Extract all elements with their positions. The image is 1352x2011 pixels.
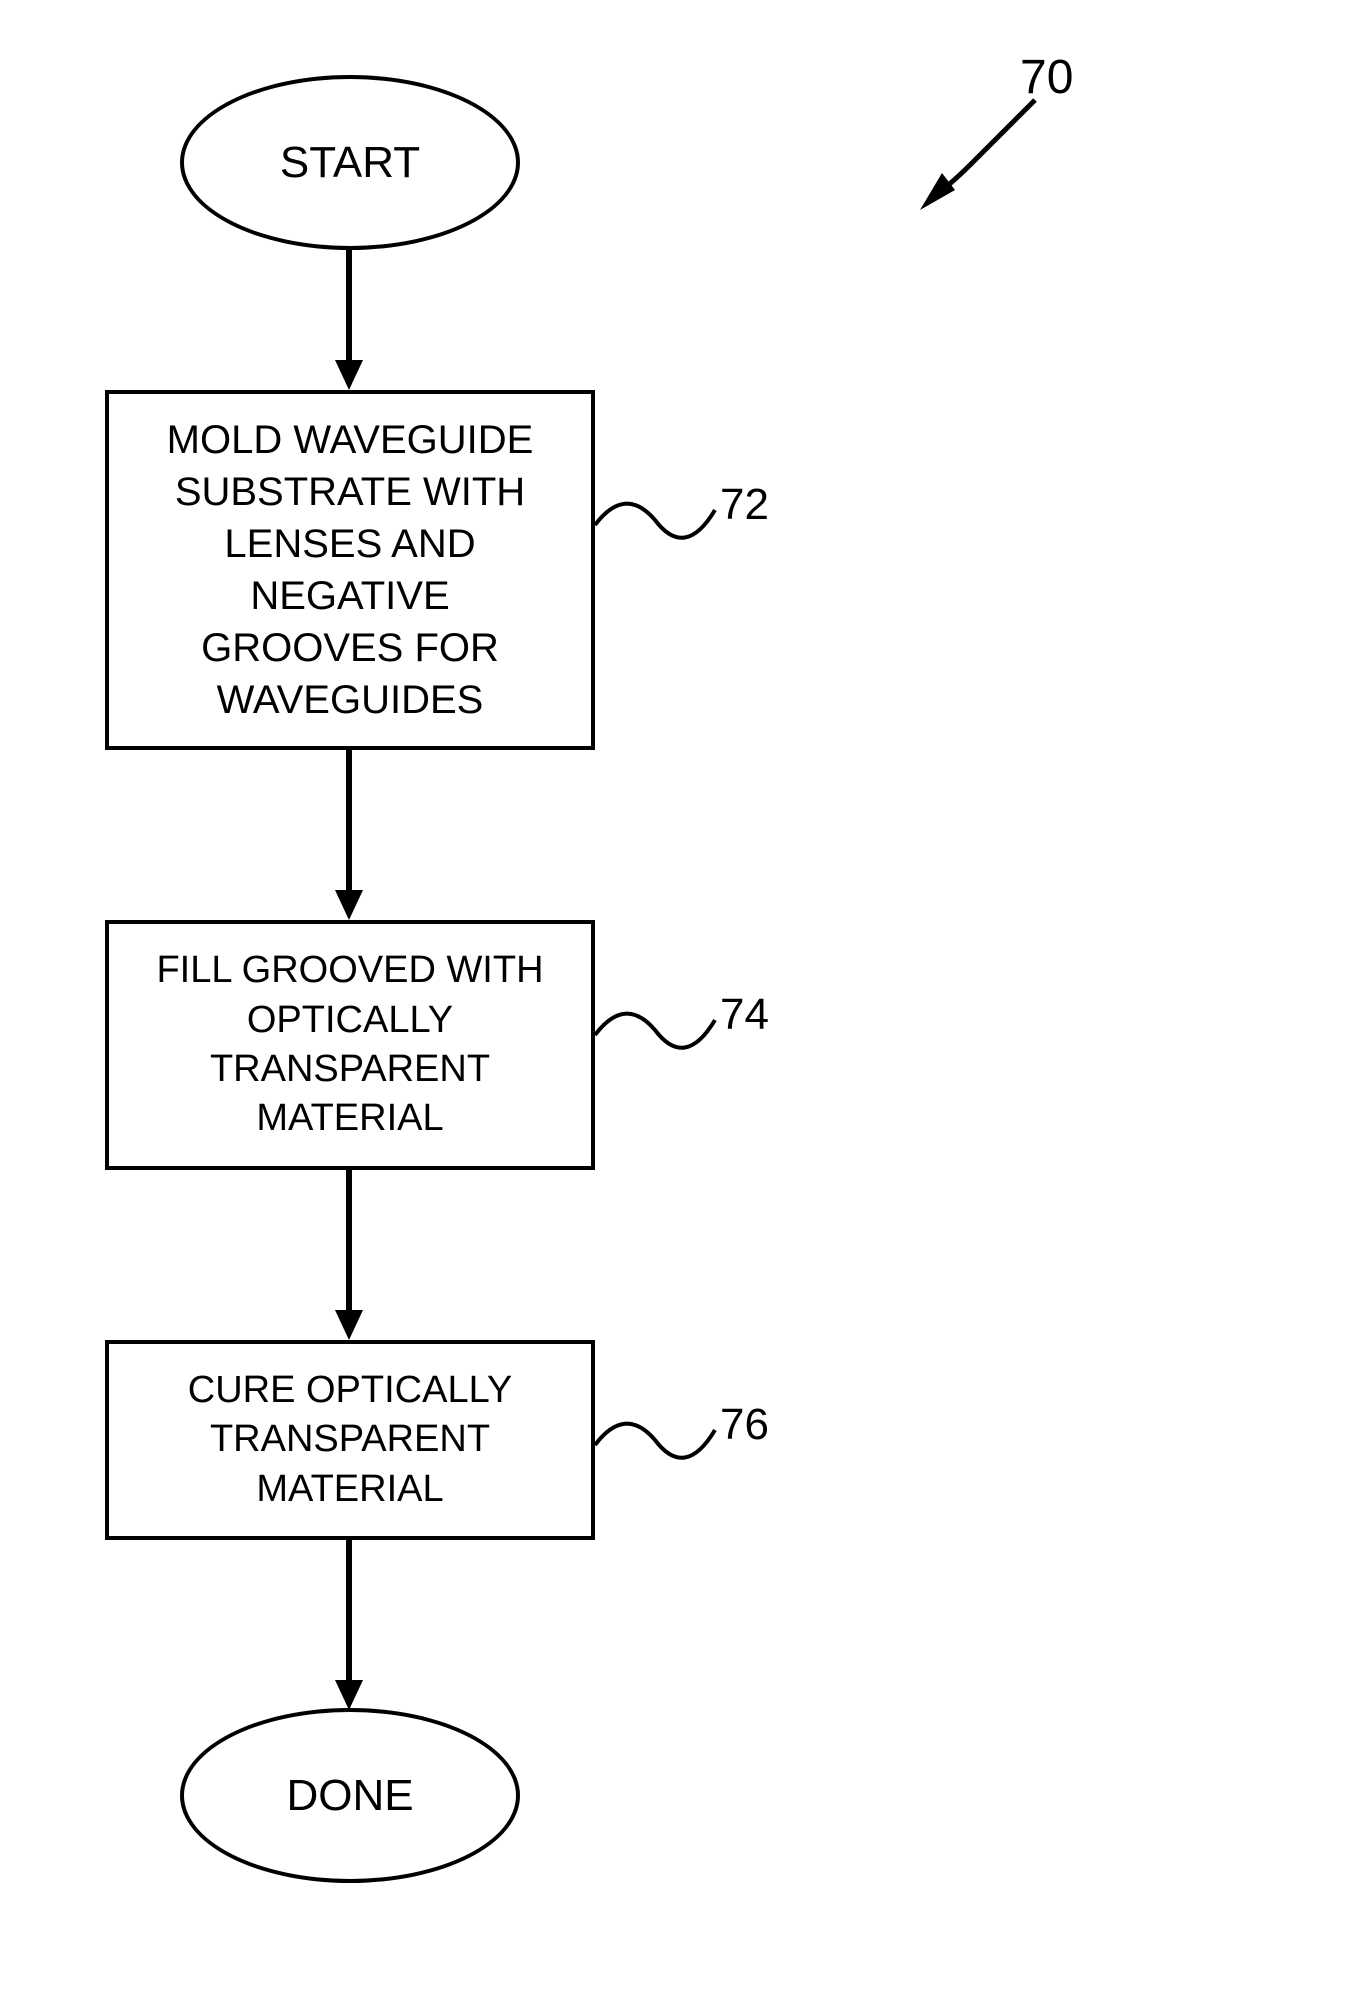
done-node: DONE: [180, 1708, 520, 1883]
ref-connector-76: [595, 1410, 725, 1480]
ref-72: 72: [720, 480, 769, 530]
edge-3-head: [335, 1680, 363, 1710]
edge-1: [346, 750, 352, 895]
ref-70: 70: [1020, 50, 1073, 105]
edge-3: [346, 1540, 352, 1685]
ref-76: 76: [720, 1400, 769, 1450]
edge-2: [346, 1170, 352, 1315]
start-label: START: [280, 134, 420, 191]
ref-connector-70: [920, 95, 1050, 225]
step3-node: CURE OPTICALLY TRANSPARENT MATERIAL: [105, 1340, 595, 1540]
edge-1-head: [335, 890, 363, 920]
done-label: DONE: [286, 1767, 413, 1824]
start-node: START: [180, 75, 520, 250]
step1-node: MOLD WAVEGUIDE SUBSTRATE WITH LENSES AND…: [105, 390, 595, 750]
edge-0: [346, 250, 352, 368]
edge-0-head: [335, 360, 363, 390]
ref-connector-74: [595, 1000, 725, 1070]
ref-connector-72: [595, 490, 725, 560]
ref-74: 74: [720, 990, 769, 1040]
step2-label: FILL GROOVED WITH OPTICALLY TRANSPARENT …: [129, 946, 571, 1144]
step3-label: CURE OPTICALLY TRANSPARENT MATERIAL: [129, 1366, 571, 1514]
step2-node: FILL GROOVED WITH OPTICALLY TRANSPARENT …: [105, 920, 595, 1170]
step1-label: MOLD WAVEGUIDE SUBSTRATE WITH LENSES AND…: [129, 414, 571, 726]
edge-2-head: [335, 1310, 363, 1340]
